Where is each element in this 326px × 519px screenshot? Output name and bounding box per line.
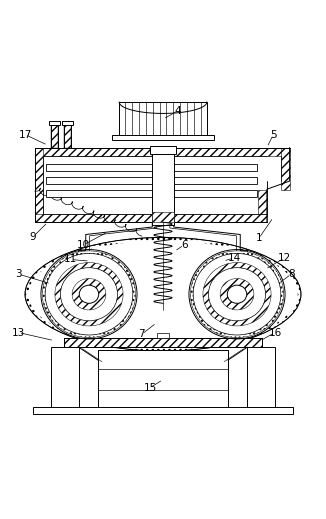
Bar xyxy=(51,347,79,411)
Bar xyxy=(35,147,289,156)
Bar xyxy=(47,190,257,197)
Text: 11: 11 xyxy=(64,254,77,265)
Ellipse shape xyxy=(45,253,133,335)
Ellipse shape xyxy=(208,268,266,321)
Text: 13: 13 xyxy=(12,327,25,337)
Bar xyxy=(152,154,174,225)
Text: 9: 9 xyxy=(30,232,37,242)
Ellipse shape xyxy=(189,250,285,339)
Text: 12: 12 xyxy=(278,253,291,263)
Bar xyxy=(47,163,257,171)
Ellipse shape xyxy=(220,279,254,310)
Bar xyxy=(47,177,257,184)
Bar xyxy=(62,121,73,126)
Bar xyxy=(64,338,262,347)
Ellipse shape xyxy=(227,285,247,303)
Text: 4: 4 xyxy=(174,106,181,116)
Text: 5: 5 xyxy=(270,130,277,140)
Text: 10: 10 xyxy=(77,240,90,250)
Ellipse shape xyxy=(25,237,301,351)
Bar xyxy=(35,147,43,222)
Bar xyxy=(51,124,58,147)
Ellipse shape xyxy=(42,251,136,337)
Ellipse shape xyxy=(203,263,271,326)
Ellipse shape xyxy=(60,268,118,321)
Text: 1: 1 xyxy=(256,234,262,243)
Ellipse shape xyxy=(55,263,123,326)
Bar xyxy=(152,212,174,222)
Text: 16: 16 xyxy=(268,327,282,337)
Text: 8: 8 xyxy=(288,269,294,279)
Bar xyxy=(64,124,71,147)
Bar xyxy=(157,333,169,338)
Bar xyxy=(247,347,275,411)
Text: 7: 7 xyxy=(139,329,145,339)
Bar xyxy=(64,124,71,147)
Bar xyxy=(35,214,267,222)
Text: 15: 15 xyxy=(143,383,156,393)
Ellipse shape xyxy=(79,285,99,303)
Bar xyxy=(33,406,293,414)
Ellipse shape xyxy=(72,279,106,310)
Ellipse shape xyxy=(28,241,298,348)
Bar xyxy=(150,146,176,154)
Bar xyxy=(119,102,207,134)
Bar xyxy=(112,134,214,140)
Text: 3: 3 xyxy=(15,269,22,279)
Bar xyxy=(49,121,60,126)
Ellipse shape xyxy=(193,253,281,335)
Text: 17: 17 xyxy=(18,130,32,140)
Ellipse shape xyxy=(190,251,284,337)
Bar xyxy=(51,124,58,147)
Text: 6: 6 xyxy=(181,240,187,250)
Bar xyxy=(259,189,267,222)
Text: 14: 14 xyxy=(228,253,241,263)
Ellipse shape xyxy=(41,250,137,339)
Bar xyxy=(98,350,228,411)
Bar xyxy=(281,147,289,189)
